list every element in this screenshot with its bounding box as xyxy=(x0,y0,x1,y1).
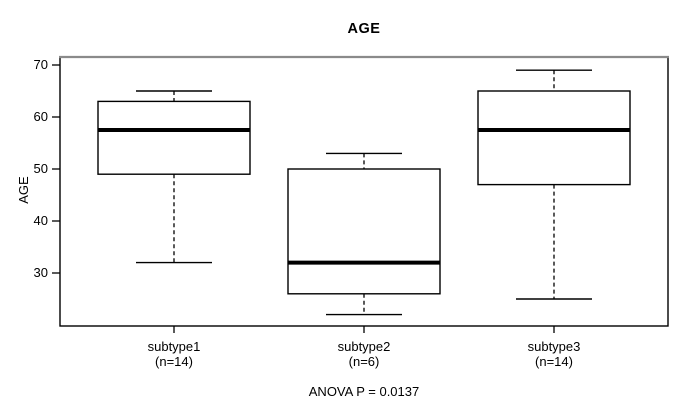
y-tick-label: 40 xyxy=(33,213,48,228)
x-category-label: subtype2 (n=6) xyxy=(284,339,444,369)
y-tick-label: 50 xyxy=(33,161,48,176)
category-n: (n=6) xyxy=(348,354,380,369)
iqr-box xyxy=(97,100,251,175)
x-category-label: subtype3 (n=14) xyxy=(474,339,634,369)
iqr-box xyxy=(477,90,631,186)
category-name: subtype2 xyxy=(337,339,391,354)
category-n: (n=14) xyxy=(155,354,193,369)
category-name: subtype3 xyxy=(527,339,581,354)
chart-title: AGE xyxy=(347,21,381,37)
category-n: (n=14) xyxy=(535,354,573,369)
category-name: subtype1 xyxy=(147,339,201,354)
x-category-label: subtype1 (n=14) xyxy=(94,339,254,369)
y-tick-label: 70 xyxy=(33,57,48,72)
y-tick-label: 60 xyxy=(33,109,48,124)
anova-annotation: ANOVA P = 0.0137 xyxy=(308,384,420,399)
iqr-box xyxy=(287,168,441,295)
y-tick-label: 30 xyxy=(33,265,48,280)
